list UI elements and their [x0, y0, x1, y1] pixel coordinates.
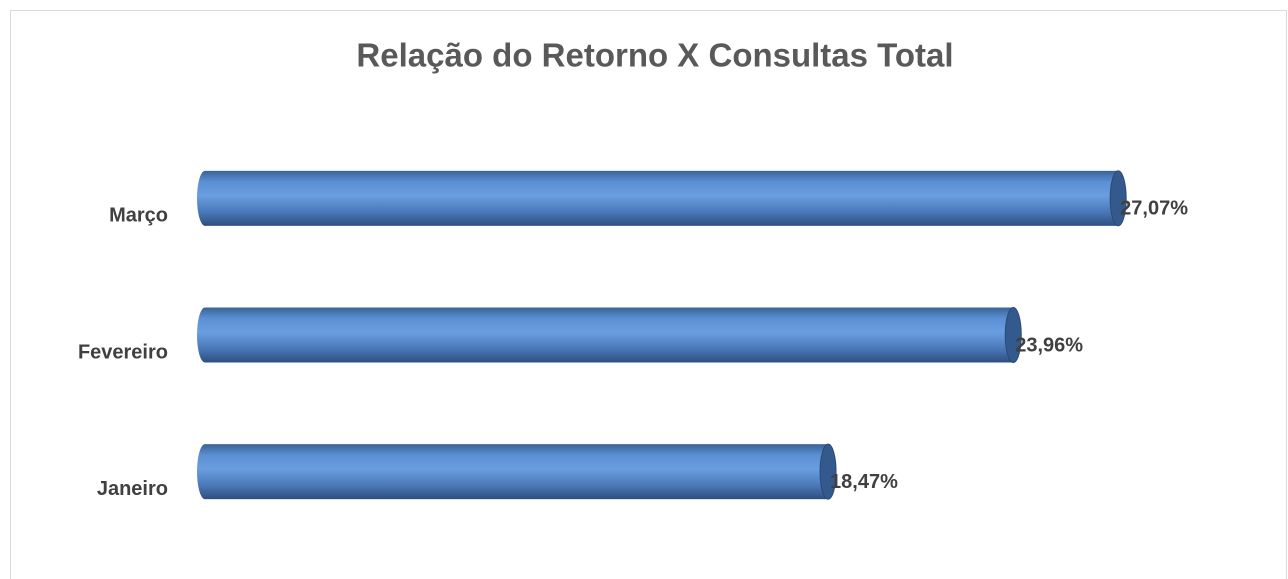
bar-cap [1004, 307, 1022, 363]
bar-cap [819, 443, 837, 500]
category-label: Março [109, 205, 168, 227]
category-label: Fevereiro [78, 341, 168, 363]
chart-title: Relação do Retorno X Consultas Total [356, 37, 953, 74]
bar [205, 444, 829, 500]
bar-cap [1109, 170, 1127, 227]
category-label: Janeiro [97, 478, 168, 500]
value-label: 23,96% [1015, 334, 1083, 356]
bar [205, 170, 1119, 226]
value-label: 18,47% [830, 471, 898, 493]
value-label: 27,07% [1120, 198, 1188, 220]
bar [205, 307, 1014, 363]
